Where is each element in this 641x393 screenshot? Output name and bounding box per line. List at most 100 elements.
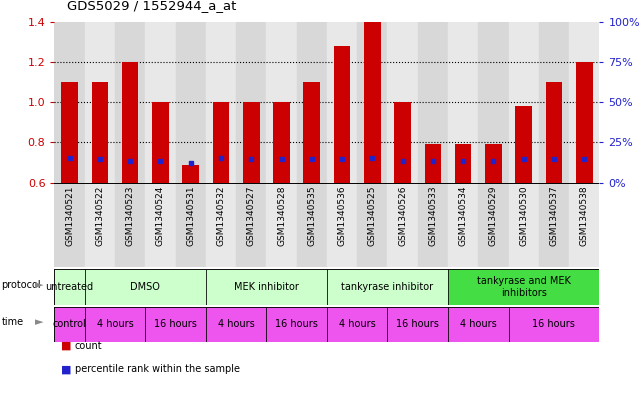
Bar: [62, 82, 78, 183]
Text: count: count: [75, 341, 103, 351]
Bar: [448, 22, 478, 183]
Bar: [236, 22, 267, 183]
Text: GSM1340530: GSM1340530: [519, 185, 528, 246]
Bar: [146, 22, 176, 183]
Bar: [448, 269, 599, 305]
Bar: [418, 183, 448, 267]
Text: GSM1340524: GSM1340524: [156, 185, 165, 246]
Bar: [115, 22, 146, 183]
Bar: [85, 269, 206, 305]
Text: GSM1340538: GSM1340538: [579, 185, 588, 246]
Text: ►: ►: [35, 280, 44, 290]
Text: GSM1340529: GSM1340529: [489, 185, 498, 246]
Bar: [508, 22, 539, 183]
Bar: [357, 183, 387, 267]
Bar: [448, 307, 508, 342]
Bar: [176, 22, 206, 183]
Text: GSM1340527: GSM1340527: [247, 185, 256, 246]
Bar: [334, 46, 351, 183]
Text: GSM1340525: GSM1340525: [368, 185, 377, 246]
Bar: [54, 22, 85, 183]
Bar: [273, 102, 290, 183]
Bar: [303, 82, 320, 183]
Bar: [152, 102, 169, 183]
Bar: [85, 183, 115, 267]
Text: GSM1340521: GSM1340521: [65, 185, 74, 246]
Bar: [213, 102, 229, 183]
Bar: [297, 183, 327, 267]
Bar: [424, 145, 441, 183]
Bar: [206, 307, 267, 342]
Text: protocol: protocol: [1, 280, 41, 290]
Bar: [236, 183, 267, 267]
Text: GSM1340532: GSM1340532: [217, 185, 226, 246]
Bar: [569, 183, 599, 267]
Text: percentile rank within the sample: percentile rank within the sample: [75, 364, 240, 375]
Text: tankyrase and MEK
inhibitors: tankyrase and MEK inhibitors: [477, 276, 570, 298]
Bar: [569, 22, 599, 183]
Bar: [206, 183, 236, 267]
Bar: [478, 183, 508, 267]
Text: 4 hours: 4 hours: [339, 319, 376, 329]
Text: GSM1340533: GSM1340533: [428, 185, 437, 246]
Bar: [508, 183, 539, 267]
Bar: [85, 22, 115, 183]
Bar: [327, 183, 357, 267]
Bar: [455, 145, 471, 183]
Text: GSM1340528: GSM1340528: [277, 185, 286, 246]
Text: untreated: untreated: [46, 282, 94, 292]
Bar: [243, 102, 260, 183]
Bar: [146, 183, 176, 267]
Text: GSM1340535: GSM1340535: [307, 185, 316, 246]
Bar: [183, 165, 199, 183]
Bar: [206, 269, 327, 305]
Text: GDS5029 / 1552944_a_at: GDS5029 / 1552944_a_at: [67, 0, 237, 12]
Bar: [364, 22, 381, 183]
Bar: [327, 307, 387, 342]
Bar: [485, 145, 502, 183]
Text: GSM1340536: GSM1340536: [338, 185, 347, 246]
Bar: [206, 22, 236, 183]
Bar: [54, 307, 85, 342]
Bar: [418, 22, 448, 183]
Bar: [387, 183, 418, 267]
Bar: [539, 22, 569, 183]
Text: 4 hours: 4 hours: [460, 319, 497, 329]
Bar: [387, 307, 448, 342]
Bar: [92, 82, 108, 183]
Text: 16 hours: 16 hours: [533, 319, 576, 329]
Text: GSM1340526: GSM1340526: [398, 185, 407, 246]
Bar: [267, 22, 297, 183]
Bar: [515, 106, 532, 183]
Bar: [545, 82, 562, 183]
Bar: [267, 307, 327, 342]
Text: 16 hours: 16 hours: [154, 319, 197, 329]
Bar: [478, 22, 508, 183]
Text: GSM1340531: GSM1340531: [186, 185, 196, 246]
Text: 4 hours: 4 hours: [97, 319, 133, 329]
Bar: [327, 22, 357, 183]
Bar: [539, 183, 569, 267]
Text: tankyrase inhibitor: tankyrase inhibitor: [342, 282, 433, 292]
Bar: [327, 269, 448, 305]
Bar: [54, 183, 85, 267]
Text: ►: ►: [35, 318, 44, 327]
Text: GSM1340537: GSM1340537: [549, 185, 558, 246]
Bar: [146, 307, 206, 342]
Text: MEK inhibitor: MEK inhibitor: [234, 282, 299, 292]
Bar: [394, 102, 411, 183]
Text: GSM1340522: GSM1340522: [96, 185, 104, 246]
Text: GSM1340534: GSM1340534: [458, 185, 468, 246]
Bar: [267, 183, 297, 267]
Bar: [176, 183, 206, 267]
Text: time: time: [1, 318, 24, 327]
Bar: [122, 62, 138, 183]
Bar: [54, 269, 85, 305]
Bar: [85, 307, 146, 342]
Text: 4 hours: 4 hours: [218, 319, 254, 329]
Bar: [576, 62, 592, 183]
Bar: [508, 307, 599, 342]
Bar: [115, 183, 146, 267]
Text: 16 hours: 16 hours: [275, 319, 318, 329]
Bar: [448, 183, 478, 267]
